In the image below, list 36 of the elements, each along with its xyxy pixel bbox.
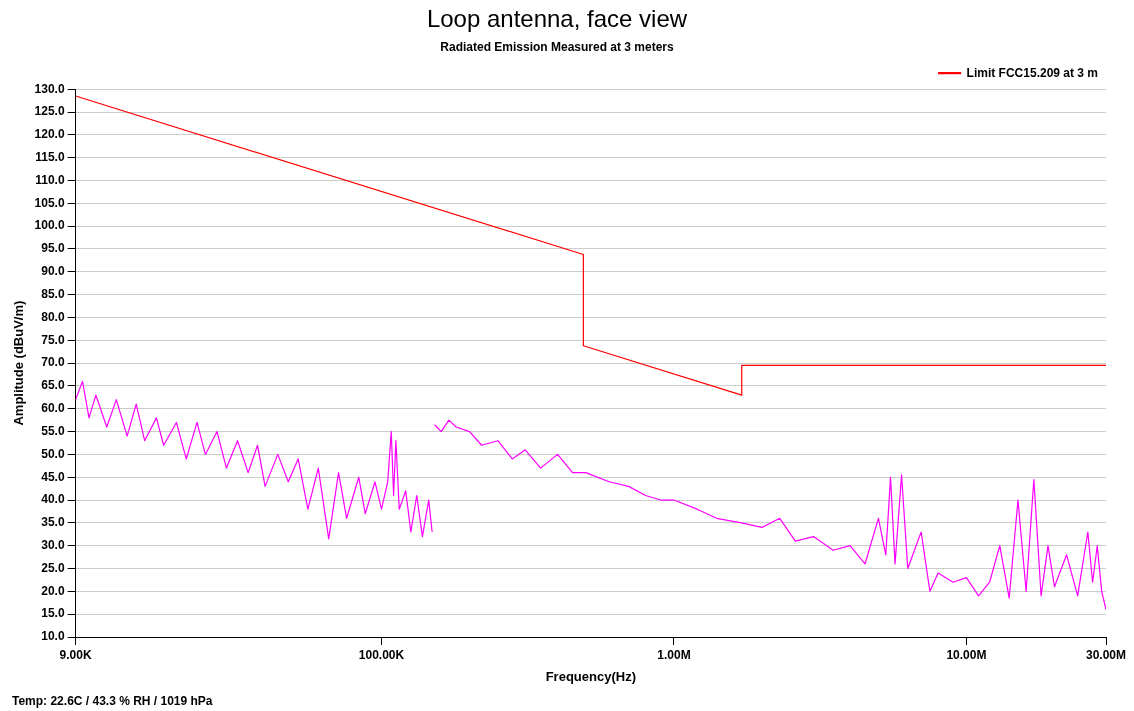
x-axis-title: Frequency(Hz) [545,668,636,684]
y-tick-label: 50.0 [41,446,65,461]
x-tick-label: 9.00K [59,647,92,662]
y-tick-label: 10.0 [41,629,65,644]
y-tick-label: 60.0 [41,401,65,416]
text: Temp: 22.6C / 43.3 % RH / 1019 hPa [12,694,213,709]
y-tick-label: 25.0 [41,560,65,575]
y-tick-label: 100.0 [34,218,65,233]
y-tick-label: 115.0 [35,149,65,164]
y-tick-label: 70.0 [41,355,65,370]
y-tick-label: 110.0 [35,172,65,187]
y-tick-label: 105.0 [34,195,65,210]
y-tick-label: 80.0 [41,309,65,324]
y-tick-label: 120.0 [34,127,65,142]
y-axis-title: Amplitude (dBuV/m) [11,300,27,426]
y-tick-label: 130.0 [34,81,65,96]
y-tick-label: 45.0 [41,469,65,484]
y-tick-label: 95.0 [41,241,65,256]
x-tick-label: 1.00M [657,647,691,662]
y-tick-label: 35.0 [41,515,65,530]
y-tick-label: 55.0 [41,423,65,438]
chart-subtitle: Radiated Emission Measured at 3 meters [440,40,675,55]
y-tick-label: 75.0 [41,332,65,347]
y-tick-label: 20.0 [41,583,65,598]
x-tick-label: 30.00M [1085,647,1127,662]
x-tick-label: 10.00M [946,647,987,662]
y-tick-label: 65.0 [41,378,65,393]
y-tick-label: 125.0 [34,104,65,119]
x-tick-label: 100.00K [358,647,405,662]
y-tick-label: 90.0 [41,264,65,279]
chart-title: Loop antenna, face view [426,5,688,33]
y-tick-label: 85.0 [41,286,65,301]
y-tick-label: 30.0 [41,538,65,553]
legend-label: Limit FCC15.209 at 3 m [966,65,1099,80]
y-tick-label: 15.0 [41,606,65,621]
y-tick-label: 40.0 [41,492,65,507]
